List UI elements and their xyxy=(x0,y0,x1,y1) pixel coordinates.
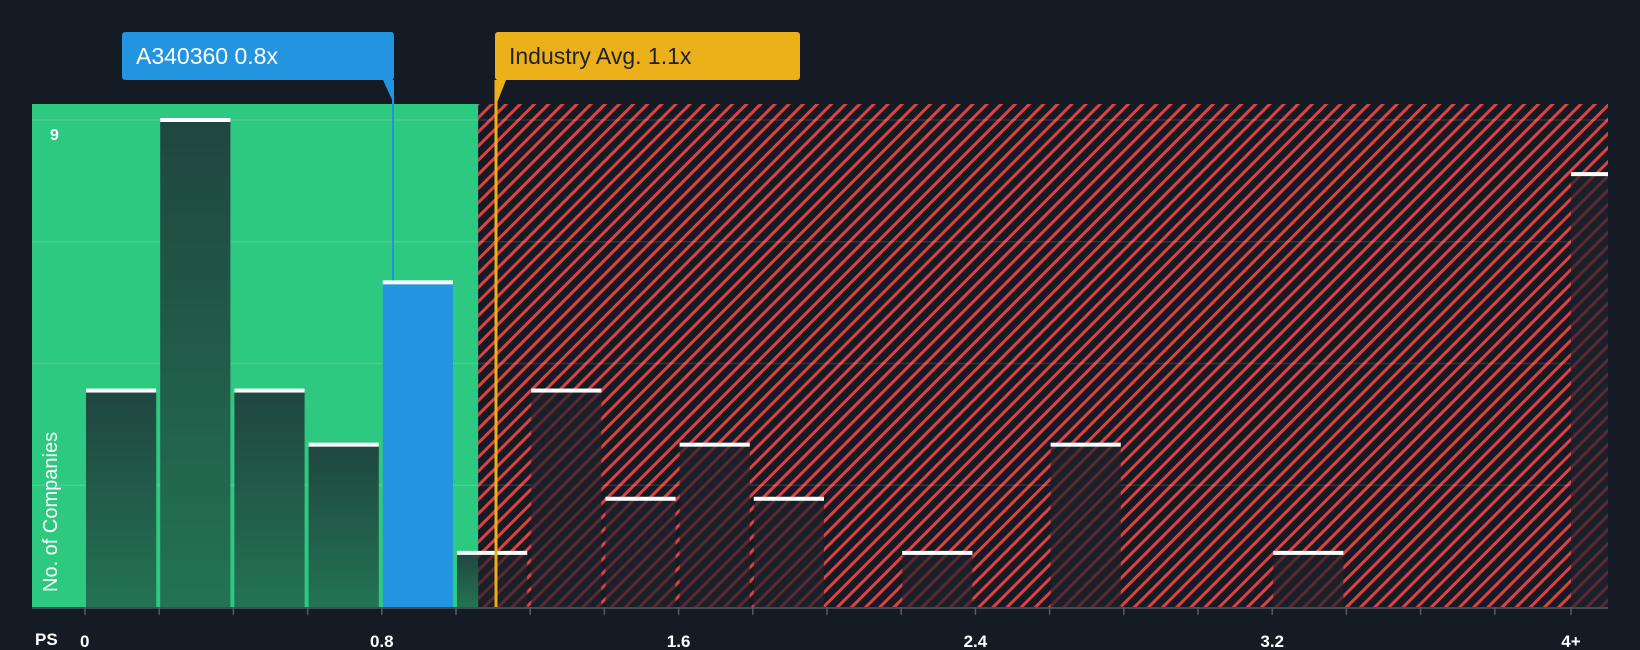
histogram-bar xyxy=(605,498,676,607)
bar-cap xyxy=(234,388,305,393)
highlighted-bar xyxy=(382,282,453,607)
histogram-bar xyxy=(457,552,479,607)
histogram-bar xyxy=(86,390,157,607)
bar-cap xyxy=(679,442,750,447)
x-tick-label: 0.8 xyxy=(370,632,394,650)
bar-cap xyxy=(382,280,453,285)
bar-cap xyxy=(457,550,528,555)
histogram-bar xyxy=(1273,552,1344,607)
x-axis: 0 0.8 1.6 2.4 3.2 4+ xyxy=(32,607,1608,650)
x-tick-label: 3.2 xyxy=(1260,632,1284,650)
x-tick-label: 4+ xyxy=(1561,632,1580,650)
histogram-bar xyxy=(160,120,231,607)
bar-cap xyxy=(902,550,973,555)
company-ps-label: A340360 0.8x xyxy=(136,43,278,69)
x-tick-label: 0 xyxy=(80,632,89,650)
y-tick-max: 9 xyxy=(50,127,59,144)
x-tick-label: 1.6 xyxy=(667,632,691,650)
industry-callout-pointer xyxy=(495,80,506,108)
industry-avg-label: Industry Avg. 1.1x xyxy=(509,43,692,69)
histogram-bar xyxy=(753,498,824,607)
bar-cap xyxy=(753,496,824,501)
histogram-bar xyxy=(679,444,750,607)
bar-cap xyxy=(86,388,157,393)
histogram-bar xyxy=(1571,174,1608,607)
industry-avg-callout: Industry Avg. 1.1x xyxy=(495,32,800,80)
bar-cap xyxy=(531,388,602,393)
bar-cap xyxy=(1273,550,1344,555)
histogram-bars xyxy=(86,118,1608,607)
bar-cap xyxy=(308,442,379,447)
company-callout-pointer xyxy=(383,80,394,104)
histogram-bar xyxy=(1050,444,1121,607)
y-axis-title: No. of Companies xyxy=(40,431,62,592)
x-tick-label: 2.4 xyxy=(964,632,988,650)
bar-cap xyxy=(1050,442,1121,447)
histogram-bar xyxy=(531,390,602,607)
histogram-bar xyxy=(478,552,528,607)
bar-cap xyxy=(605,496,676,501)
x-axis-title: PS xyxy=(35,630,58,649)
histogram-bar xyxy=(902,552,973,607)
value-markers xyxy=(383,80,506,607)
histogram-bar xyxy=(234,390,305,607)
bar-cap xyxy=(160,118,231,122)
histogram-bar xyxy=(308,444,379,607)
bar-cap xyxy=(1571,172,1608,177)
company-ps-callout: A340360 0.8x xyxy=(122,32,394,80)
